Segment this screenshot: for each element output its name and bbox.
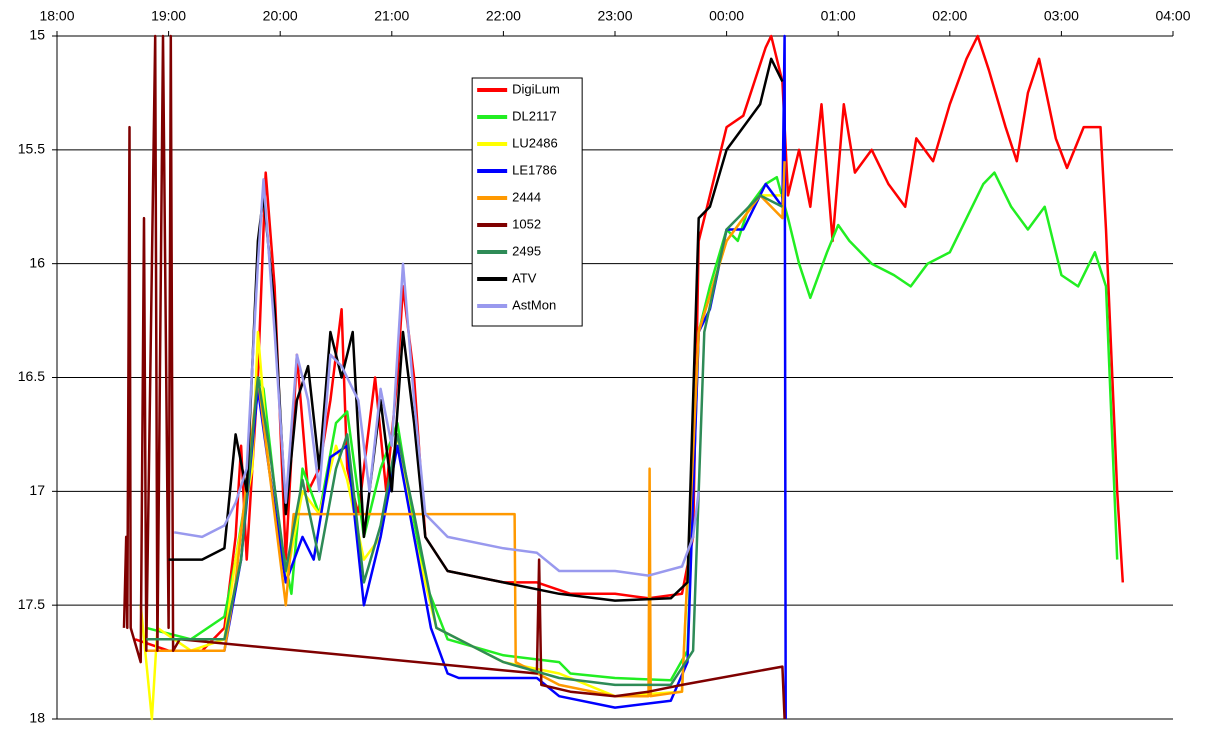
legend-label: ATV [512,270,537,285]
x-tick-label: 19:00 [151,8,186,24]
legend-label: LE1786 [512,162,557,177]
x-tick-label: 00:00 [709,8,744,24]
series-line [173,178,700,577]
legend-label: DL2117 [512,108,557,123]
legend-label: LU2486 [512,135,558,150]
y-tick-label: 18 [29,710,45,726]
x-tick-label: 02:00 [932,8,967,24]
x-tick-label: 18:00 [39,8,74,24]
y-tick-label: 16.5 [18,368,45,384]
x-tick-label: 23:00 [597,8,632,24]
y-tick-label: 17.5 [18,596,45,612]
series-line [146,194,783,687]
legend-label: 2495 [512,243,541,258]
legend-label: 1052 [512,216,541,231]
x-tick-label: 21:00 [374,8,409,24]
y-tick-label: 17 [29,482,45,498]
x-tick-label: 22:00 [486,8,521,24]
series-line [122,34,786,720]
legend: DigiLum DL2117 LU2486 LE1786 2444 1052 2495 ATV… [471,77,583,327]
y-tick-label: 15 [29,27,45,43]
y-tick-label: 16 [29,254,45,270]
y-tick-label: 15.5 [18,141,45,157]
x-tick-label: 20:00 [263,8,298,24]
legend-label: AstMon [512,297,556,312]
series-line [139,194,783,721]
legend-label: DigiLum [512,81,560,96]
legend-label: 2444 [512,189,541,204]
legend-box [471,77,583,327]
x-tick-label: 03:00 [1044,8,1079,24]
x-tick-label: 01:00 [821,8,856,24]
x-tick-label: 04:00 [1155,8,1190,24]
